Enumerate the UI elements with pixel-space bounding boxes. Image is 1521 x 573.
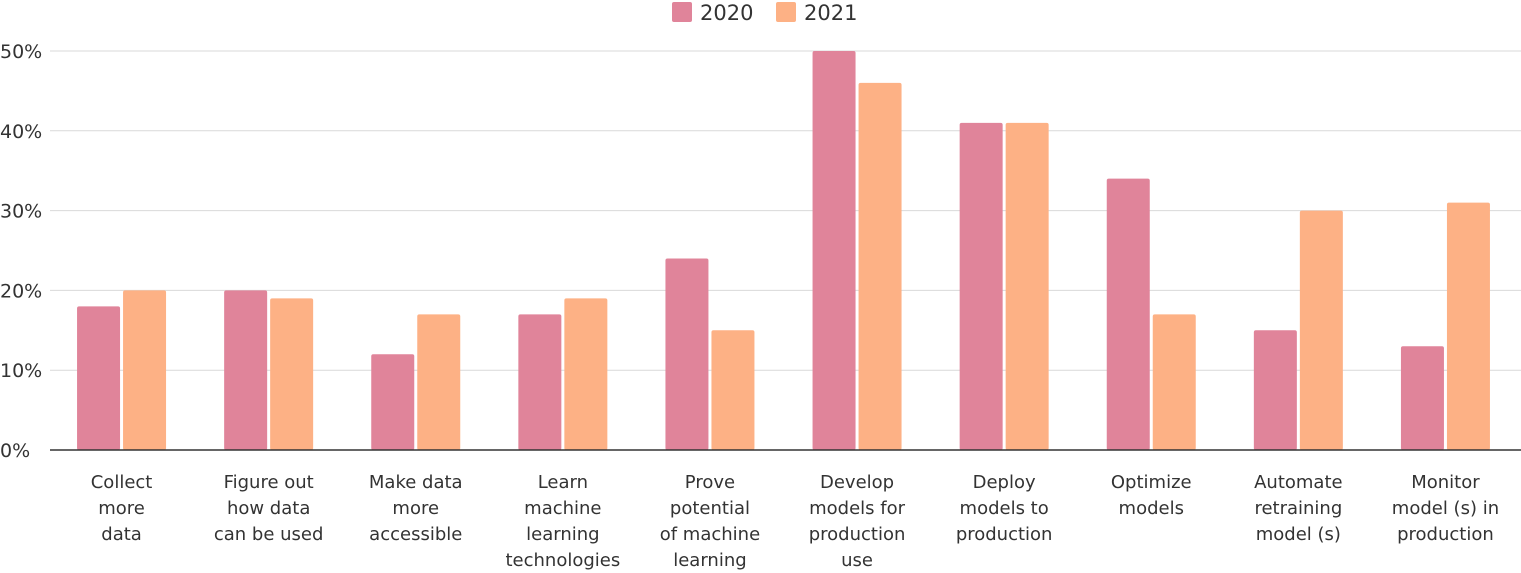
- legend: 2020 2021: [672, 1, 857, 25]
- x-category-labels: Collect more data Figure out how data can be …: [91, 472, 1499, 571]
- y-tick-labels: 0% 10% 20% 30% 40% 50%: [0, 41, 42, 462]
- bar-2021-4: [711, 330, 755, 450]
- x-category-label: Optimize models: [1111, 472, 1192, 519]
- bar-2021-0: [123, 290, 167, 450]
- y-tick-label: 0%: [0, 440, 30, 462]
- legend-swatch-2020: [672, 2, 692, 22]
- bar-2020-0: [77, 306, 121, 450]
- bar-2020-6: [959, 122, 1003, 450]
- bar-2020-7: [1106, 178, 1150, 450]
- bar-2020-9: [1400, 346, 1444, 450]
- x-category-label: Collect more data: [91, 472, 153, 545]
- x-category-label: Automate retraining model (s): [1254, 472, 1343, 545]
- x-category-label: Develop models for production use: [809, 472, 906, 571]
- legend-label-2021: 2021: [804, 1, 857, 25]
- x-category-label: Deploy models to production: [956, 472, 1053, 545]
- legend-label-2020: 2020: [700, 1, 753, 25]
- bar-2020-8: [1253, 330, 1297, 450]
- bar-2021-7: [1152, 314, 1196, 450]
- bar-2021-3: [564, 298, 608, 450]
- y-tick-label: 40%: [0, 121, 42, 143]
- bar-2020-3: [518, 314, 562, 450]
- bars: [77, 51, 1490, 451]
- x-category-label: Learn machine learning technologies: [505, 472, 620, 571]
- y-tick-label: 20%: [0, 280, 42, 302]
- y-tick-label: 10%: [0, 360, 42, 382]
- x-category-label: Monitor model (s) in production: [1392, 472, 1499, 545]
- x-category-label: Figure out how data can be used: [214, 472, 324, 545]
- bar-2021-2: [417, 314, 461, 450]
- bar-2020-4: [665, 258, 709, 450]
- legend-swatch-2021: [776, 2, 796, 22]
- x-category-label: Prove potential of machine learning: [660, 472, 760, 571]
- bar-2021-9: [1446, 202, 1490, 450]
- bar-2021-6: [1005, 122, 1049, 450]
- y-tick-label: 30%: [0, 201, 42, 223]
- bar-2020-1: [224, 290, 268, 450]
- y-tick-label: 50%: [0, 41, 42, 63]
- bar-2021-5: [858, 82, 902, 451]
- x-category-label: Make data more accessible: [369, 472, 463, 545]
- bar-2020-2: [371, 354, 415, 450]
- bar-2021-1: [270, 298, 314, 450]
- bar-2021-8: [1299, 210, 1343, 450]
- bar-2020-5: [812, 51, 856, 450]
